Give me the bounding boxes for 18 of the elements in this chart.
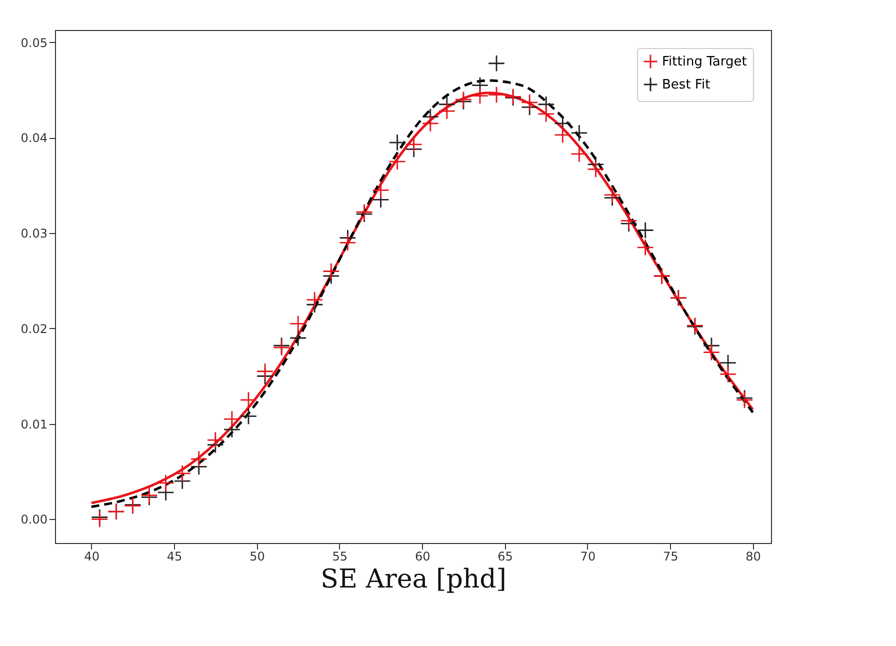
x-axis-title: SE Area [phd] [320, 564, 506, 594]
x-tick-label: 65 [498, 550, 513, 564]
x-tick-label: 60 [414, 550, 430, 564]
x-tick-label: 50 [250, 550, 265, 564]
x-tick-label: 80 [746, 550, 761, 564]
x-tick-label: 75 [662, 550, 678, 564]
x-tick-label: 45 [166, 550, 182, 564]
x-tick-label: 55 [332, 550, 348, 564]
x-tick-label: 40 [84, 550, 100, 564]
y-tick-label: 0.02 [20, 322, 48, 336]
legend-label: Best Fit [662, 78, 710, 92]
y-tick-label: 0.04 [20, 131, 48, 146]
y-tick-label: 0.03 [20, 226, 48, 241]
y-tick-label: 0.01 [20, 417, 48, 432]
y-tick-label: 0.05 [20, 36, 48, 50]
y-tick-label: 0.00 [20, 512, 48, 527]
legend-label: Fitting Target [662, 54, 747, 70]
x-tick-label: 70 [580, 550, 596, 564]
